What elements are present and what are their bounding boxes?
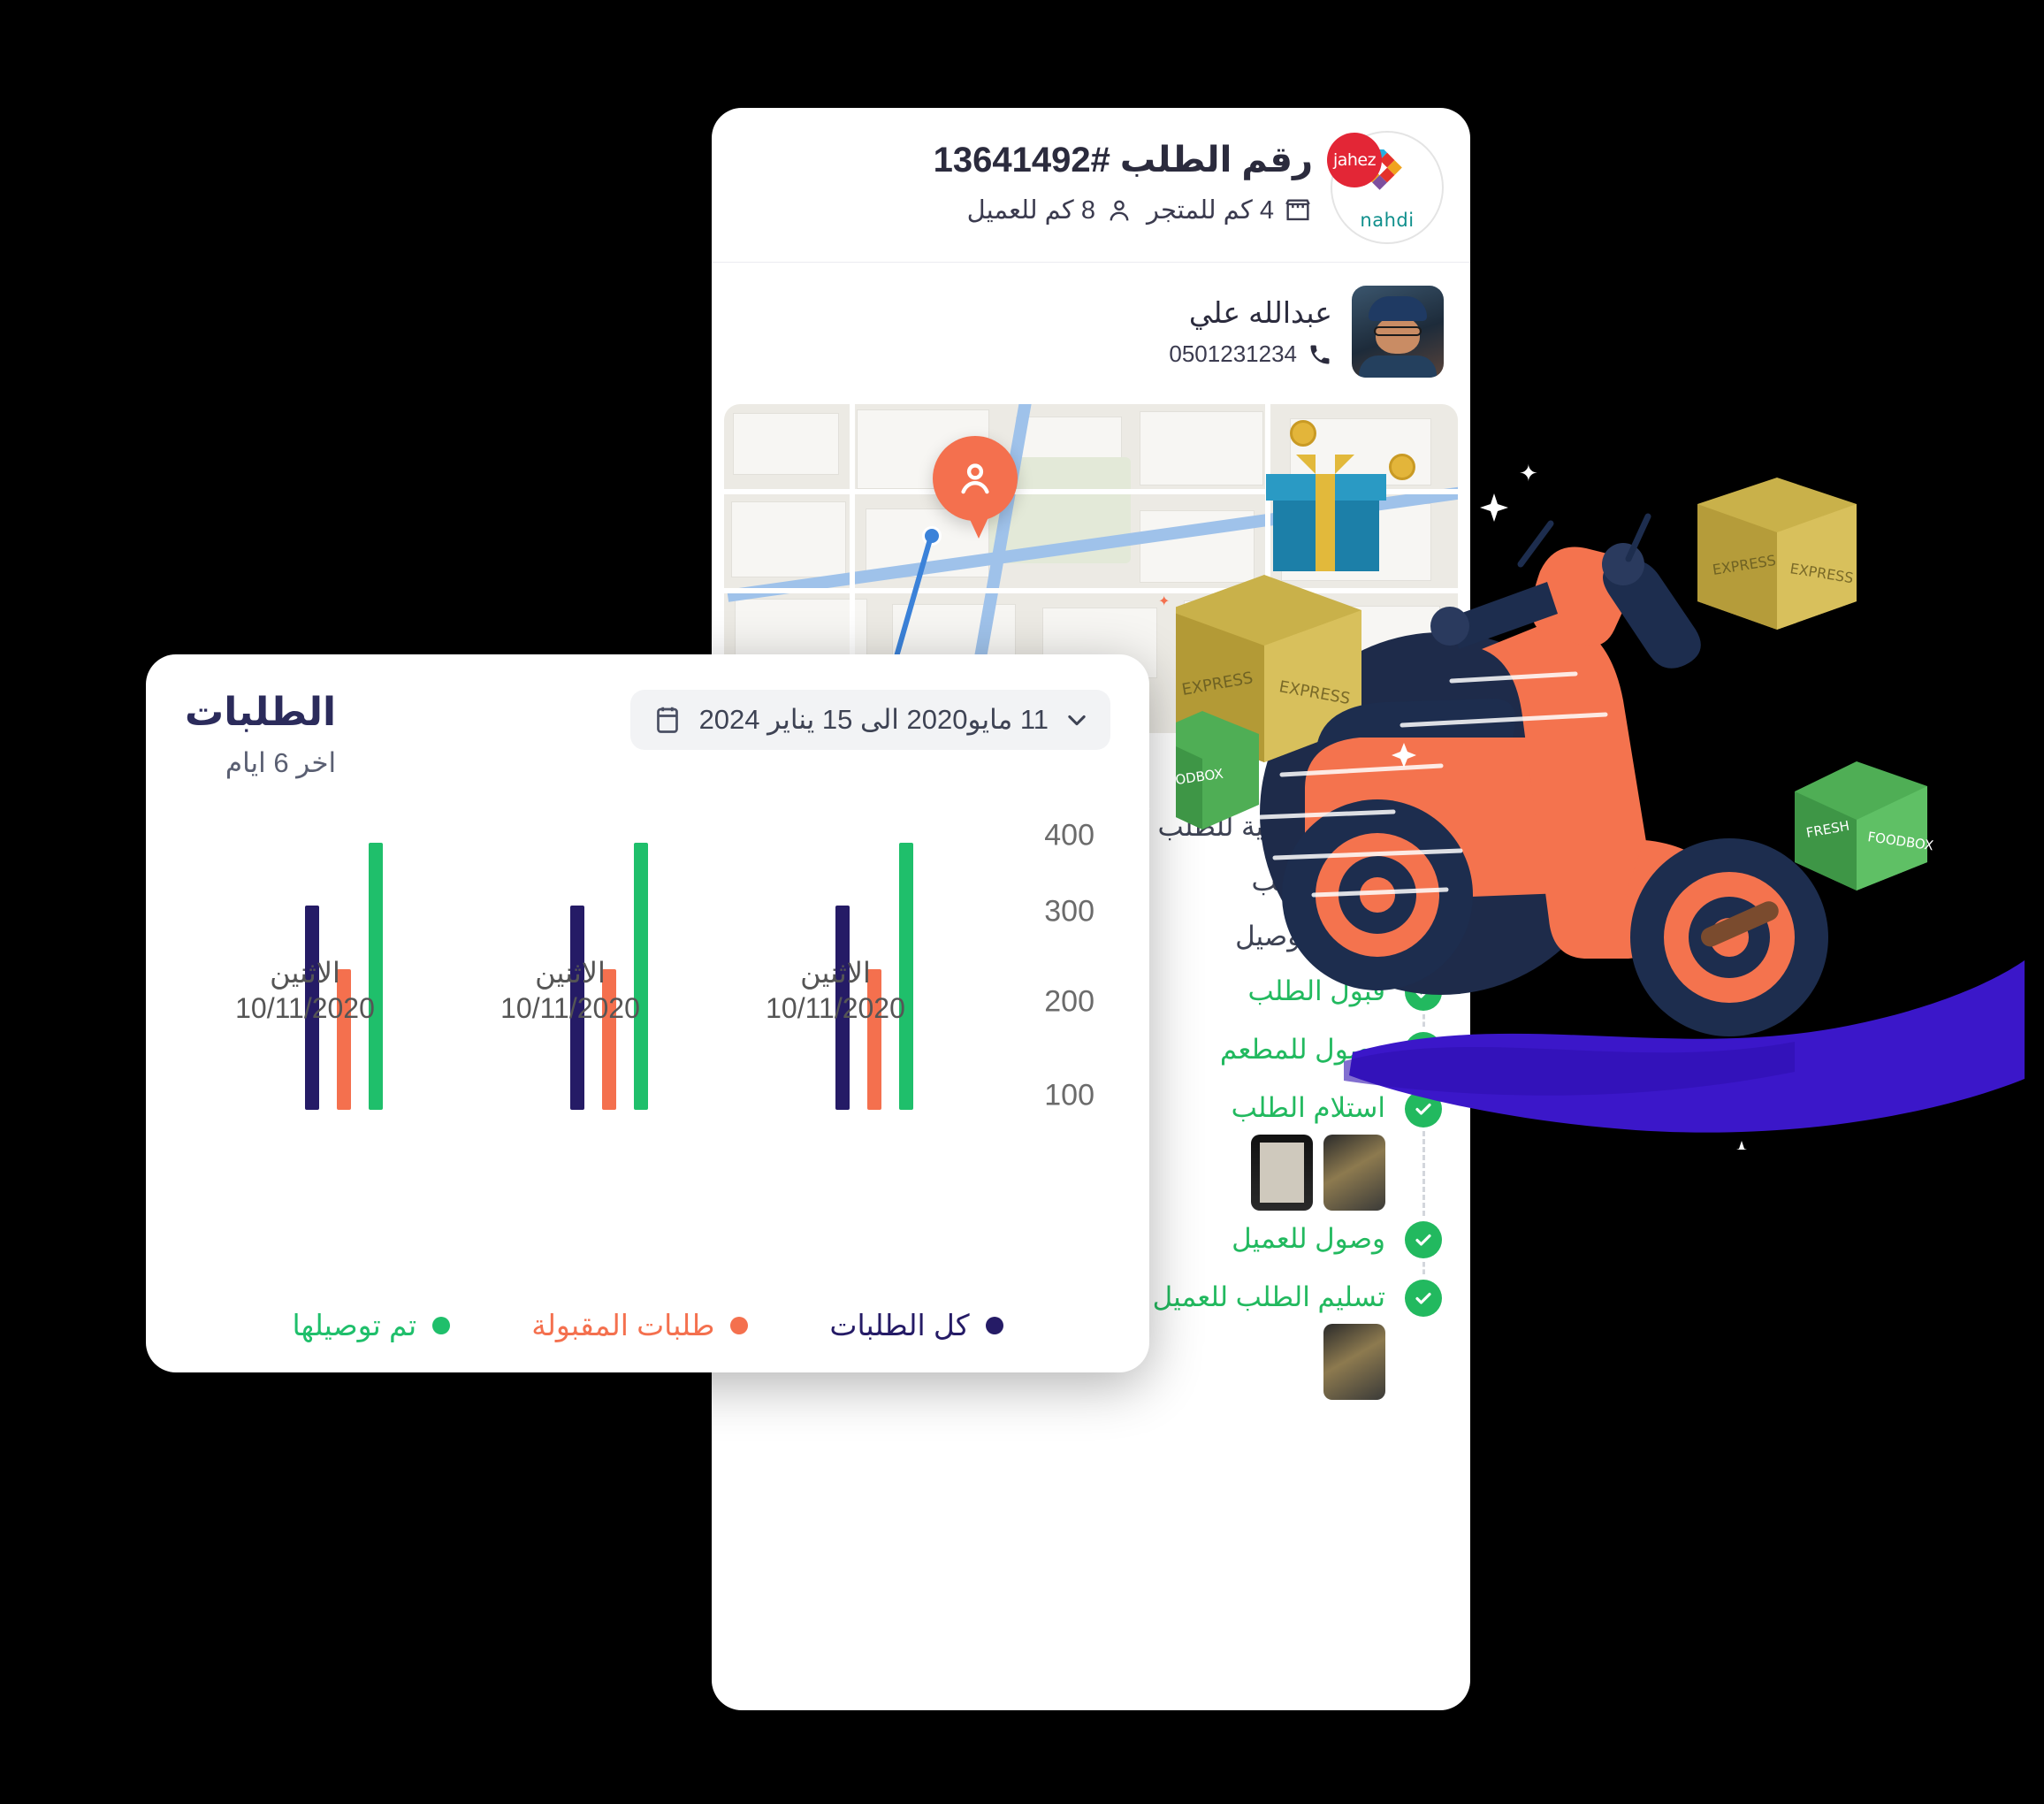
- bar-accepted: [602, 968, 616, 1110]
- chart-legend: كل الطلبات طلبات المقبولة تم توصيلها: [185, 1308, 1110, 1342]
- check-icon: [1405, 1280, 1442, 1317]
- check-icon: [1405, 974, 1442, 1011]
- sparkle-icon: ✦: [1138, 800, 1152, 818]
- y-tick: 400: [1044, 818, 1094, 852]
- customer-pin-icon[interactable]: [933, 436, 1018, 521]
- calendar-icon: [652, 704, 683, 736]
- legend-swatch: [730, 1316, 749, 1334]
- svg-text:EXPRESS: EXPRESS: [1712, 552, 1777, 578]
- bar-group: [256, 818, 432, 1110]
- express-box-2: EXPRESS EXPRESS: [1697, 478, 1857, 630]
- brand-name: nahdi: [1360, 210, 1415, 231]
- order-number: رقم الطلب #13641492: [933, 141, 1314, 180]
- distance-store: 4 كم للمتجر: [1147, 195, 1313, 226]
- bar-chart: 400 300 200 100: [185, 818, 1110, 1112]
- pending-dot: [1415, 871, 1432, 889]
- foodbox-green-1: FRESH FOODBOX: [1795, 761, 1934, 891]
- brand-logo: nahdi jahez: [1327, 131, 1444, 244]
- avatar: [1352, 286, 1444, 378]
- bar-accepted: [867, 968, 881, 1110]
- photo-thumbnail[interactable]: [1323, 1135, 1385, 1211]
- pending-dot: [1415, 816, 1432, 834]
- legend-item-all-orders[interactable]: كل الطلبات: [829, 1308, 1003, 1342]
- driver-phone[interactable]: 0501231234: [738, 340, 1332, 368]
- y-axis: 400 300 200 100: [1013, 818, 1110, 1112]
- check-icon: [1405, 1090, 1442, 1128]
- orders-chart-card: 11 مايو2020 الى 15 يناير 2024 الطلبات اخ…: [146, 654, 1149, 1372]
- driver-name: عبدالله علي: [1188, 296, 1332, 329]
- divider: [712, 262, 1470, 263]
- svg-text:FOODBOX: FOODBOX: [1866, 829, 1934, 853]
- svg-text:EXPRESS: EXPRESS: [1788, 560, 1854, 586]
- chart-card-header: 11 مايو2020 الى 15 يناير 2024 الطلبات اخ…: [185, 690, 1110, 779]
- y-tick: 300: [1044, 894, 1094, 929]
- front-wheel: [1630, 838, 1828, 1036]
- distance-row: 4 كم للمتجر 8 كم للعميل: [738, 195, 1313, 226]
- sparkle-icon: ✦: [1158, 594, 1171, 609]
- legend-swatch: [432, 1316, 451, 1334]
- x-axis-label: الاثنين 10/11/2020: [766, 957, 905, 1024]
- date-range-picker[interactable]: 11 مايو2020 الى 15 يناير 2024: [629, 690, 1110, 750]
- chevron-down-icon: [1064, 707, 1089, 732]
- distance-customer: 8 كم للعميل: [967, 195, 1134, 226]
- x-axis-label: الاثنين 10/11/2020: [235, 957, 375, 1024]
- bar-all-orders: [570, 906, 584, 1110]
- page-title: الطلبات: [185, 691, 337, 734]
- bar-all-orders: [305, 906, 319, 1110]
- svg-text:FRESH: FRESH: [1805, 818, 1851, 841]
- legend-swatch: [985, 1316, 1003, 1334]
- photo-thumbnail[interactable]: [1323, 1324, 1385, 1400]
- distance-store-label: 4 كم للمتجر: [1146, 196, 1274, 225]
- order-card-header: nahdi jahez رقم الطلب #13641492 4 كم ل: [712, 108, 1470, 262]
- bar-delivered: [369, 842, 383, 1110]
- timeline-label: تسليم الطلب للعميل: [1152, 1281, 1385, 1312]
- legend-label: طلبات المقبولة: [531, 1309, 715, 1342]
- pending-dot: [1415, 761, 1432, 779]
- legend-item-delivered[interactable]: تم توصيلها: [292, 1308, 451, 1342]
- person-icon: [1104, 195, 1134, 226]
- bars-area: [185, 818, 1004, 1110]
- distance-customer-label: 8 كم للعميل: [966, 196, 1095, 225]
- bar-delivered: [634, 842, 648, 1110]
- timeline-label: وصول للعميل: [1232, 1223, 1385, 1254]
- x-axis-labels: الاثنين 10/11/2020 الاثنين 10/11/2020 الاثني…: [146, 955, 1043, 1052]
- legend-label: كل الطلبات: [829, 1309, 970, 1342]
- bar-accepted: [337, 968, 351, 1110]
- pickup-photos[interactable]: [738, 1135, 1385, 1211]
- y-tick: 100: [1044, 1078, 1094, 1112]
- date-range-label: 11 مايو2020 الى 15 يناير 2024: [698, 704, 1049, 735]
- bar-group: [521, 818, 698, 1110]
- bar-delivered: [899, 842, 913, 1110]
- legend-item-accepted-orders[interactable]: طلبات المقبولة: [531, 1308, 749, 1342]
- jahez-badge: jahez: [1327, 133, 1382, 187]
- y-tick: 200: [1044, 984, 1094, 1019]
- check-icon: [1405, 1221, 1442, 1258]
- bar-all-orders: [835, 906, 850, 1110]
- pending-dot: [1415, 926, 1432, 944]
- legend-label: تم توصيلها: [292, 1309, 417, 1342]
- store-icon: [1283, 195, 1313, 226]
- timeline-label: استلام الطلب: [1231, 1092, 1385, 1123]
- phone-icon: [1308, 342, 1332, 367]
- driver-phone-number: 0501231234: [1169, 340, 1297, 367]
- photo-thumbnail[interactable]: [1251, 1135, 1313, 1211]
- bar-group: [786, 818, 963, 1110]
- driver-row: عبدالله علي 0501231234: [712, 263, 1470, 401]
- delivery-photos[interactable]: [738, 1324, 1385, 1400]
- sparkle-icon: ✦: [1519, 460, 1538, 486]
- check-icon: [1405, 1032, 1442, 1069]
- chart-subtitle: اخر 6 ايام: [225, 747, 337, 778]
- x-axis-label: الاثنين 10/11/2020: [500, 957, 640, 1024]
